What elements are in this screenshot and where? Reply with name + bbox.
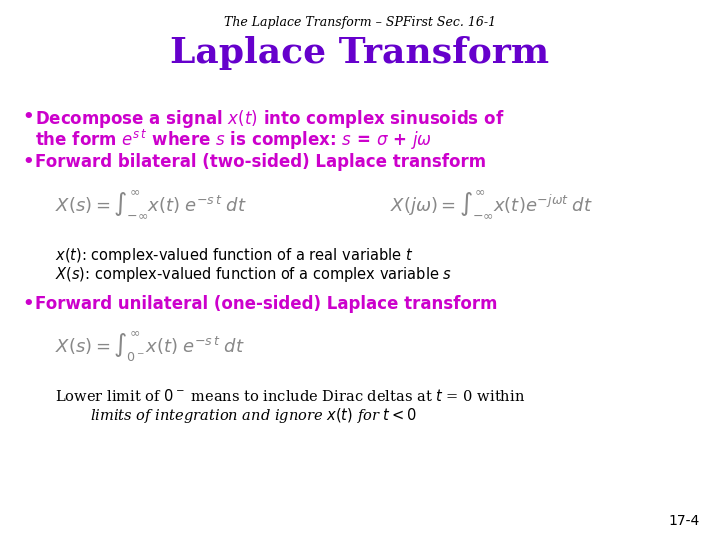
Text: •: •	[22, 295, 34, 313]
Text: The Laplace Transform – SPFirst Sec. 16-1: The Laplace Transform – SPFirst Sec. 16-…	[224, 16, 496, 29]
Text: Laplace Transform: Laplace Transform	[171, 36, 549, 70]
Text: $X(s)=\int_{0^-}^{\infty}x(t)\;e^{-s\,t}\;dt$: $X(s)=\int_{0^-}^{\infty}x(t)\;e^{-s\,t}…	[55, 330, 245, 364]
Text: Decompose a signal $x(t)$ into complex sinusoids of: Decompose a signal $x(t)$ into complex s…	[35, 108, 505, 130]
Text: $X(s)$: complex-valued function of a complex variable $s$: $X(s)$: complex-valued function of a com…	[55, 265, 452, 284]
Text: the form $e^{s\,t}$ where $s$ is complex: $s$ = $\sigma$ + $j\omega$: the form $e^{s\,t}$ where $s$ is complex…	[35, 128, 432, 152]
Text: $x(t)$: complex-valued function of a real variable $t$: $x(t)$: complex-valued function of a rea…	[55, 246, 413, 265]
Text: $X(s)=\int_{-\infty}^{\infty}x(t)\;e^{-s\,t}\;dt$: $X(s)=\int_{-\infty}^{\infty}x(t)\;e^{-s…	[55, 188, 247, 220]
Text: 17-4: 17-4	[669, 514, 700, 528]
Text: Lower limit of $0^-$ means to include Dirac deltas at $t$ = 0 within: Lower limit of $0^-$ means to include Di…	[55, 388, 525, 404]
Text: •: •	[22, 108, 34, 126]
Text: Forward bilateral (two-sided) Laplace transform: Forward bilateral (two-sided) Laplace tr…	[35, 153, 486, 171]
Text: limits of integration and ignore $x(t)$ for $t < 0$: limits of integration and ignore $x(t)$ …	[90, 406, 417, 425]
Text: •: •	[22, 153, 34, 171]
Text: Forward unilateral (one-sided) Laplace transform: Forward unilateral (one-sided) Laplace t…	[35, 295, 498, 313]
Text: $X(j\omega)=\int_{-\infty}^{\infty}x(t)e^{-j\omega t}\;dt$: $X(j\omega)=\int_{-\infty}^{\infty}x(t)e…	[390, 188, 593, 220]
